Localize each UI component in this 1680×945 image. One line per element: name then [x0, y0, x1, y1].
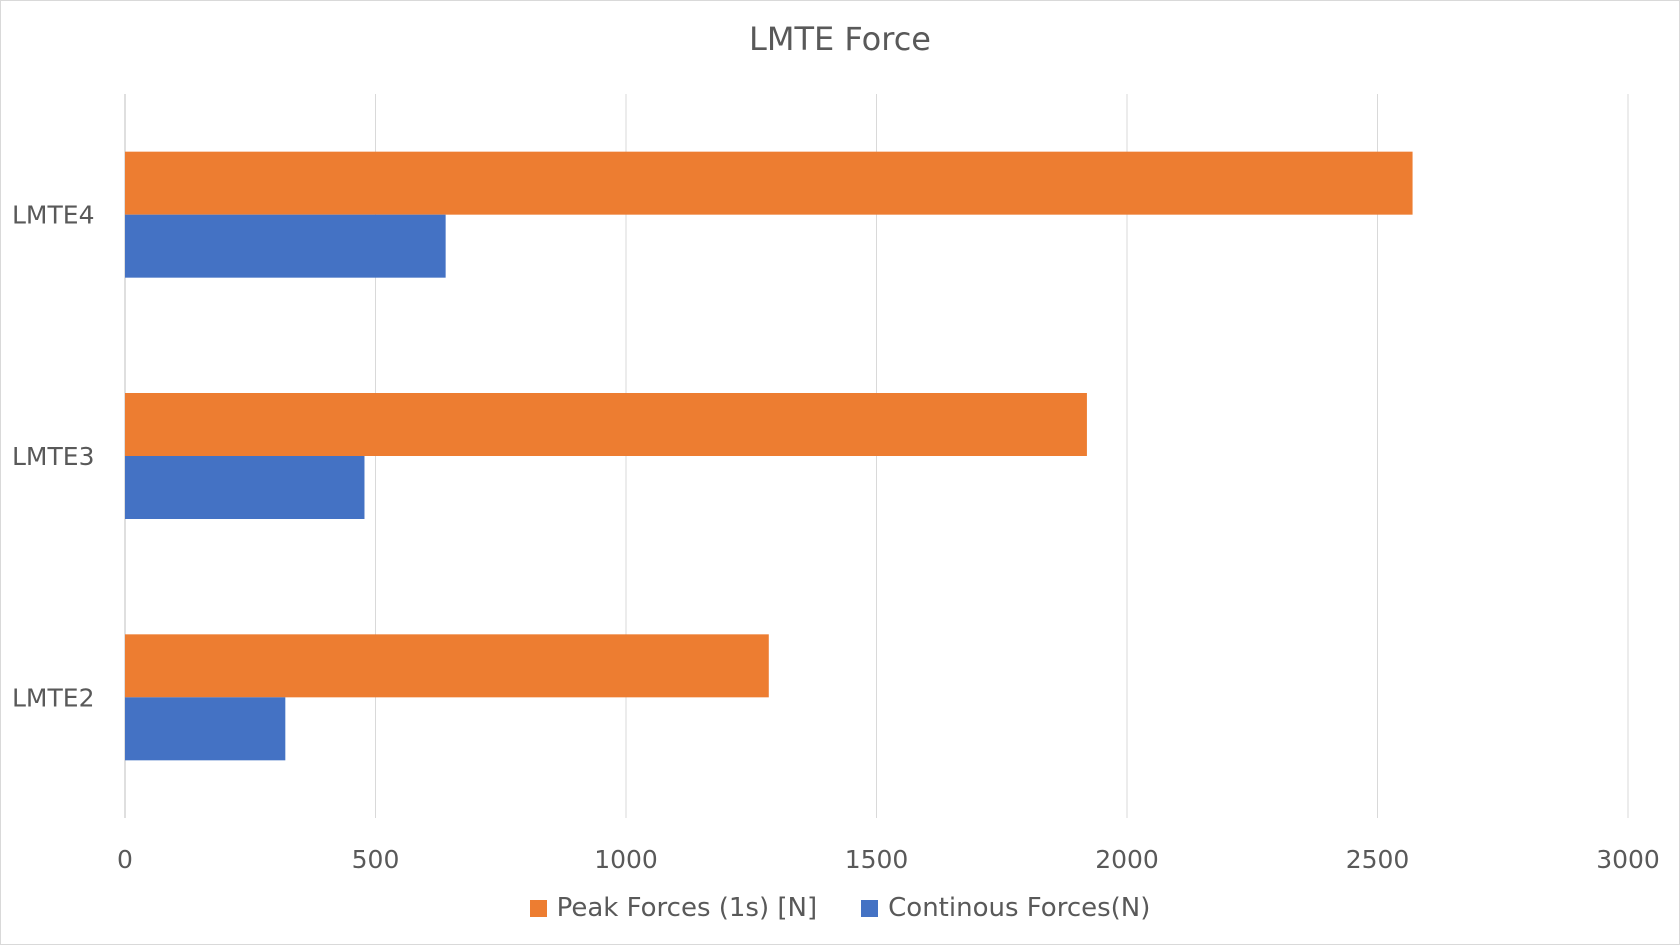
bar-peak-lmte4: [125, 151, 1413, 215]
legend-swatch-continuous: [861, 899, 879, 917]
bar-continuous-lmte2: [125, 697, 286, 761]
category-label: LMTE2: [12, 683, 94, 712]
x-tick-labels: 0 500 1000 1500 2000 2500 3000: [117, 845, 1660, 874]
category-label: LMTE3: [12, 442, 94, 471]
category-label: LMTE4: [12, 201, 94, 230]
legend-item-continuous: Continous Forces(N): [861, 893, 1150, 923]
x-tick-label: 2000: [1095, 845, 1159, 874]
bar-continuous-lmte3: [125, 456, 365, 519]
bar-peak-lmte3: [125, 393, 1087, 456]
bar-peak-lmte2: [125, 634, 769, 698]
legend-label-peak: Peak Forces (1s) [N]: [556, 893, 818, 923]
bars: [125, 151, 1413, 761]
x-tick-label: 1500: [845, 845, 909, 874]
x-tick-label: 1000: [594, 845, 658, 874]
x-tick-label: 3000: [1596, 845, 1660, 874]
x-tick-label: 500: [352, 845, 400, 874]
legend-item-peak: Peak Forces (1s) [N]: [529, 893, 818, 923]
chart-title: LMTE Force: [749, 20, 931, 58]
legend-label-continuous: Continous Forces(N): [888, 893, 1151, 923]
legend: Peak Forces (1s) [N] Continous Forces(N): [0, 893, 1680, 923]
x-tick-label: 0: [117, 845, 133, 874]
x-tick-label: 2500: [1346, 845, 1410, 874]
bar-continuous-lmte4: [125, 214, 446, 278]
category-labels: LMTE4 LMTE3 LMTE2: [12, 201, 94, 713]
legend-swatch-peak: [529, 899, 547, 917]
